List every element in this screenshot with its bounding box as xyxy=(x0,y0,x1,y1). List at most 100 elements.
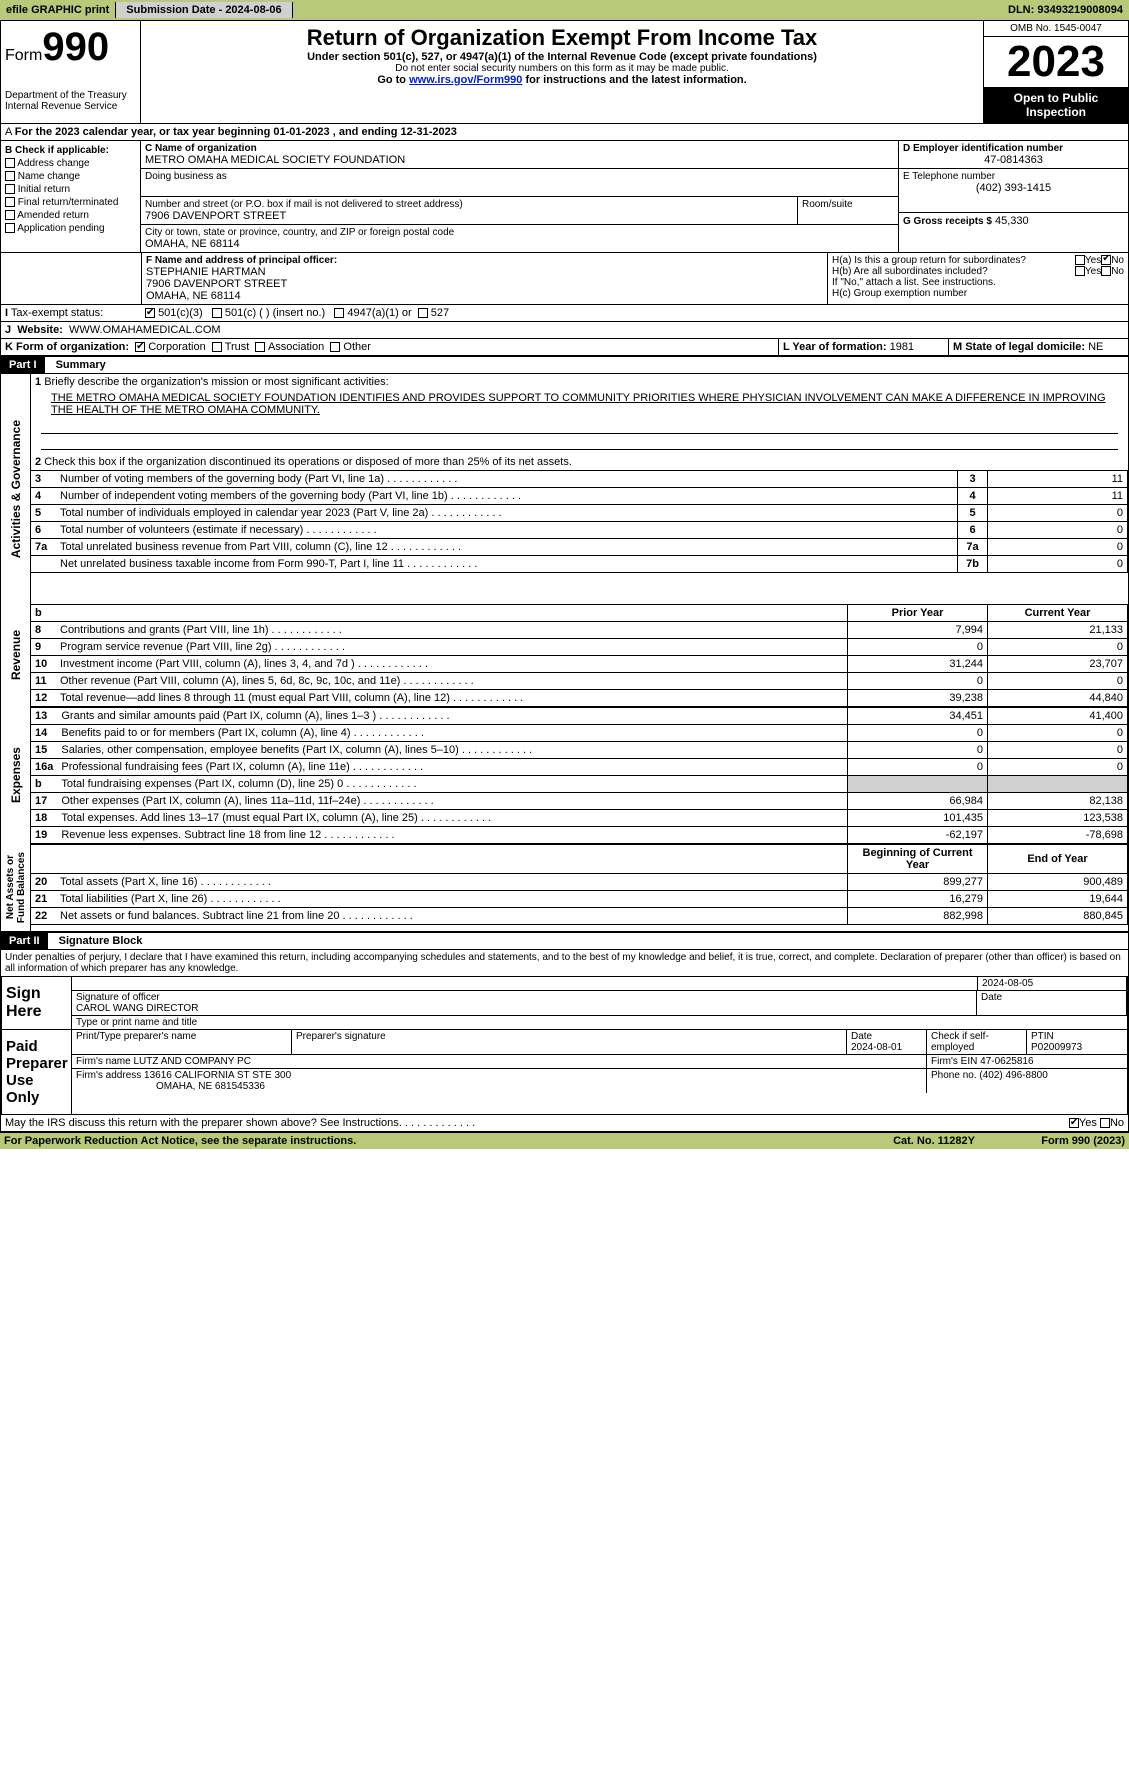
sig-officer-label: Signature of officer xyxy=(76,992,972,1003)
table-row: 7aTotal unrelated business revenue from … xyxy=(31,539,1128,556)
form-container: Form990 Department of the Treasury Inter… xyxy=(0,20,1129,1133)
paid-prep-label: Paid Preparer Use Only xyxy=(2,1030,72,1114)
type-print-label: Type or print name and title xyxy=(72,1016,1127,1029)
box-m-label: M State of legal domicile: xyxy=(953,341,1085,353)
table-row: 22Net assets or fund balances. Subtract … xyxy=(31,908,1128,925)
tax-year: 2023 xyxy=(984,37,1128,87)
self-employed-cb[interactable]: Check if self-employed xyxy=(927,1030,1027,1054)
line-a: A For the 2023 calendar year, or tax yea… xyxy=(1,124,1128,141)
table-row: 4Number of independent voting members of… xyxy=(31,488,1128,505)
domicile: NE xyxy=(1088,341,1103,353)
cb-corp[interactable]: Corporation xyxy=(135,341,206,353)
box-c: C Name of organizationMETRO OMAHA MEDICA… xyxy=(141,141,898,252)
firm-city: OMAHA, NE 681545336 xyxy=(76,1081,265,1092)
discuss-no[interactable]: No xyxy=(1100,1117,1124,1129)
hb-no[interactable]: No xyxy=(1101,266,1124,277)
efile-label[interactable]: efile GRAPHIC print xyxy=(0,4,115,16)
side-net: Net Assets or Fund Balances xyxy=(3,844,29,931)
city-state-zip: OMAHA, NE 68114 xyxy=(145,238,894,250)
box-f: F Name and address of principal officer:… xyxy=(141,253,828,304)
form-ref: Form 990 (2023) xyxy=(975,1135,1125,1147)
ha-no[interactable]: No xyxy=(1101,255,1124,266)
side-exp: Expenses xyxy=(7,739,25,811)
subtitle-3: Go to www.irs.gov/Form990 for instructio… xyxy=(145,74,979,86)
sign-here-label: Sign Here xyxy=(2,977,72,1029)
city-label: City or town, state or province, country… xyxy=(145,227,894,238)
prep-sig-label: Preparer's signature xyxy=(292,1030,847,1054)
gross-receipts: 45,330 xyxy=(995,215,1029,227)
prep-date: 2024-08-01 xyxy=(851,1042,902,1053)
inspection-notice: Open to Public Inspection xyxy=(984,87,1128,123)
part2-header: Part II Signature Block xyxy=(1,932,1128,950)
hdr-eoy: End of Year xyxy=(988,845,1128,874)
cat-no: Cat. No. 11282Y xyxy=(893,1135,975,1147)
box-f-label: F Name and address of principal officer: xyxy=(146,255,823,266)
cb-amended[interactable]: Amended return xyxy=(5,210,136,221)
hdr-current: Current Year xyxy=(988,605,1128,622)
table-row: 16aProfessional fundraising fees (Part I… xyxy=(31,759,1128,776)
part1-header: Part I Summary xyxy=(1,356,1128,374)
firm-addr: 13616 CALIFORNIA ST STE 300 xyxy=(144,1070,291,1081)
form-header: Form990 Department of the Treasury Inter… xyxy=(1,21,1128,124)
ha-yes[interactable]: Yes xyxy=(1075,255,1101,266)
table-row: 15Salaries, other compensation, employee… xyxy=(31,742,1128,759)
box-l-label: L Year of formation: xyxy=(783,341,887,353)
cb-name-change[interactable]: Name change xyxy=(5,171,136,182)
box-d-label: D Employer identification number xyxy=(903,143,1124,154)
cb-501c[interactable]: 501(c) ( ) (insert no.) xyxy=(212,307,325,319)
room-label: Room/suite xyxy=(802,199,894,210)
form-number: Form990 xyxy=(5,25,136,70)
discuss-yes[interactable]: Yes xyxy=(1069,1117,1097,1129)
box-k-label: K Form of organization: xyxy=(5,341,129,353)
cb-527[interactable]: 527 xyxy=(418,307,449,319)
cb-address-change[interactable]: Address change xyxy=(5,158,136,169)
cb-pending[interactable]: Application pending xyxy=(5,223,136,234)
box-i-label: Tax-exempt status: xyxy=(11,307,103,319)
part2-tag: Part II xyxy=(1,933,48,949)
table-row: 11Other revenue (Part VIII, column (A), … xyxy=(31,673,1128,690)
box-h: H(a) Is this a group return for subordin… xyxy=(828,253,1128,304)
table-row: 6Total number of volunteers (estimate if… xyxy=(31,522,1128,539)
pra-notice: For Paperwork Reduction Act Notice, see … xyxy=(4,1135,893,1147)
table-row: bTotal fundraising expenses (Part IX, co… xyxy=(31,776,1128,793)
hb-yes[interactable]: Yes xyxy=(1075,266,1101,277)
exp-table: 13Grants and similar amounts paid (Part … xyxy=(31,707,1128,844)
cb-final-return[interactable]: Final return/terminated xyxy=(5,197,136,208)
penalty-statement: Under penalties of perjury, I declare th… xyxy=(1,950,1128,976)
cb-trust[interactable]: Trust xyxy=(212,341,250,353)
dept-label: Department of the Treasury Internal Reve… xyxy=(5,90,136,112)
table-row: 18Total expenses. Add lines 13–17 (must … xyxy=(31,810,1128,827)
summary-section: Activities & Governance 1 Briefly descri… xyxy=(1,374,1128,604)
footer: For Paperwork Reduction Act Notice, see … xyxy=(0,1133,1129,1149)
section-j-row: J Website: WWW.OMAHAMEDICAL.COM xyxy=(1,322,1128,339)
line2-label: Check this box if the organization disco… xyxy=(44,456,572,468)
net-table: Beginning of Current YearEnd of Year 20T… xyxy=(31,844,1128,925)
dba-label: Doing business as xyxy=(145,171,894,182)
cb-501c3[interactable]: 501(c)(3) xyxy=(145,307,203,319)
section-bc-row: B Check if applicable: Address change Na… xyxy=(1,141,1128,253)
cb-4947[interactable]: 4947(a)(1) or xyxy=(334,307,411,319)
cb-initial-return[interactable]: Initial return xyxy=(5,184,136,195)
topbar: efile GRAPHIC print Submission Date - 20… xyxy=(0,0,1129,20)
cb-assoc[interactable]: Association xyxy=(255,341,324,353)
street-address: 7906 DAVENPORT STREET xyxy=(145,210,793,222)
table-row: 12Total revenue—add lines 8 through 11 (… xyxy=(31,690,1128,707)
cb-other[interactable]: Other xyxy=(330,341,371,353)
website: WWW.OMAHAMEDICAL.COM xyxy=(69,324,221,336)
table-row: 8Contributions and grants (Part VIII, li… xyxy=(31,622,1128,639)
gov-table: 3Number of voting members of the governi… xyxy=(31,470,1128,573)
date-label: Date xyxy=(977,991,1127,1015)
section-fh-row: F Name and address of principal officer:… xyxy=(1,253,1128,305)
discuss-label: May the IRS discuss this return with the… xyxy=(5,1117,402,1129)
table-row: 20Total assets (Part X, line 16)899,2779… xyxy=(31,874,1128,891)
table-row: 21Total liabilities (Part X, line 26)16,… xyxy=(31,891,1128,908)
year-formation: 1981 xyxy=(890,341,914,353)
line1-label: Briefly describe the organization's miss… xyxy=(44,376,388,388)
box-j-label: Website: xyxy=(17,324,63,336)
irs-link[interactable]: www.irs.gov/Form990 xyxy=(409,74,522,86)
table-row: 10Investment income (Part VIII, column (… xyxy=(31,656,1128,673)
hdr-bcy: Beginning of Current Year xyxy=(848,845,988,874)
submission-date: Submission Date - 2024-08-06 xyxy=(115,2,292,18)
ein: 47-0814363 xyxy=(903,154,1124,166)
org-name: METRO OMAHA MEDICAL SOCIETY FOUNDATION xyxy=(145,154,894,166)
